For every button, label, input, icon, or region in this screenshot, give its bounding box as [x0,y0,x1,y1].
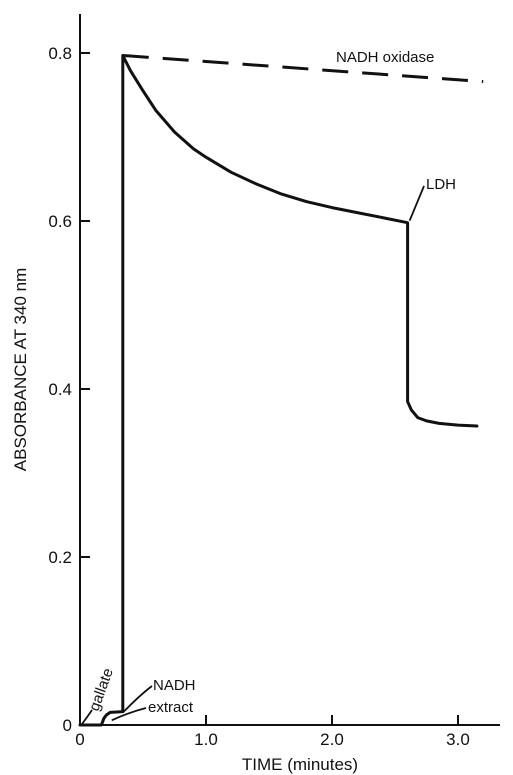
y-tick-label: 0.4 [48,380,72,399]
x-tick-label: 1.0 [194,730,218,749]
series-line-ldh [78,54,479,727]
axes: 0 1.0 2.0 3.0 0 0.2 0.4 0.6 0.8 [48,14,500,749]
x-tick-label: 3.0 [446,730,470,749]
y-tick-label: 0.2 [48,548,72,567]
annotation-label: LDH [426,176,456,193]
annotation-leader [408,185,425,222]
annotation-label: NADH oxidase [336,49,434,66]
x-axis-title: TIME (minutes) [242,755,358,774]
annotation-layer: NADH oxidase LDH NADH extract gallate [81,49,456,725]
x-tick-label: 2.0 [320,730,344,749]
annotation-leader [122,685,153,714]
series-layer [78,54,484,727]
y-axis-title: ABSORBANCE AT 340 nm [11,268,30,471]
x-tick-label: 0 [75,730,84,749]
annotation-label: gallate [86,666,117,713]
annotation-leader [81,709,93,725]
y-tick-label: 0.8 [48,44,72,63]
y-tick-label: 0.6 [48,212,72,231]
annotation-label: extract [148,699,194,716]
annotation-label: NADH [153,677,196,694]
y-tick-label: 0 [63,716,72,735]
series-line-nadh-oxidase [122,54,484,84]
annotation-leader [111,707,147,722]
